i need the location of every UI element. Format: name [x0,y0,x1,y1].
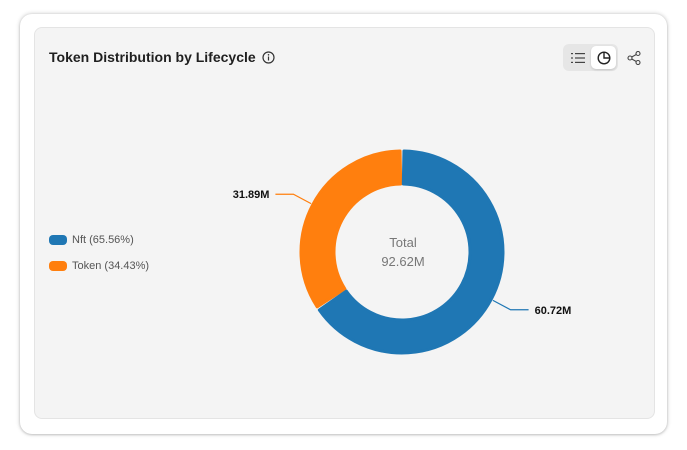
share-button[interactable] [625,49,643,67]
chart-title-text: Token Distribution by Lifecycle [49,49,256,65]
list-view-button[interactable] [565,46,590,69]
share-icon [627,51,641,65]
pie-view-button[interactable] [591,46,616,69]
center-total-value: 92.62M [381,254,424,269]
list-icon [570,52,585,63]
leader-line [492,299,529,311]
donut-slice[interactable] [317,149,505,355]
chart-legend: Nft (65.56%) Token (34.43%) [49,233,149,285]
chart-title: Token Distribution by Lifecycle [49,49,275,65]
legend-label: Token (34.43%) [72,260,150,272]
donut-slice[interactable] [299,149,403,309]
view-toggle [563,44,618,71]
legend-swatch [49,235,67,245]
center-total-label: Total [389,235,417,250]
legend-label: Nft (65.56%) [72,234,134,246]
legend-item[interactable]: Token (34.43%) [49,259,149,273]
data-label: 60.72M [535,305,572,317]
pie-chart-icon [596,50,611,65]
chart-card [34,27,655,419]
data-label: 31.89M [233,189,270,201]
info-icon[interactable] [262,50,275,64]
legend-swatch [49,261,67,271]
leader-line [275,193,312,205]
legend-item[interactable]: Nft (65.56%) [49,233,149,247]
